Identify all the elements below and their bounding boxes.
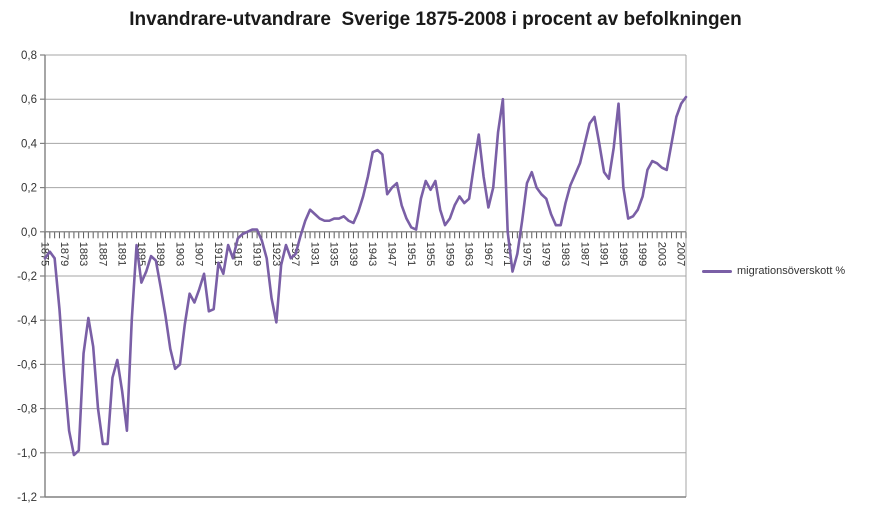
legend: migrationsöverskott % — [702, 265, 845, 277]
y-axis-label: 0,0 — [21, 227, 37, 239]
x-axis-label: 2003 — [655, 242, 667, 266]
x-axis-label: 1955 — [424, 242, 436, 266]
x-axis-label: 1923 — [270, 242, 282, 266]
x-axis-label: 1939 — [347, 242, 359, 266]
y-axis-label: -0,6 — [17, 359, 37, 371]
x-axis-label: 1947 — [386, 242, 398, 266]
y-axis-label: -0,2 — [17, 271, 37, 283]
x-axis-label: 1963 — [463, 242, 475, 266]
x-axis-label: 1951 — [405, 242, 417, 266]
x-axis-label: 1883 — [77, 242, 89, 266]
chart-title: Invandrare-utvandrare Sverige 1875-2008 … — [129, 9, 742, 30]
y-axis-label: 0,2 — [21, 183, 37, 195]
y-axis-label: -0,4 — [17, 315, 37, 327]
y-axis-label: 0,4 — [21, 138, 38, 150]
x-axis-label: 1931 — [308, 242, 320, 266]
x-axis-label: 1911 — [212, 242, 224, 266]
x-axis-label: 1903 — [173, 242, 185, 266]
x-axis-label: 1875 — [39, 242, 51, 266]
legend-line-swatch — [702, 269, 732, 273]
y-axis-label: -0,8 — [17, 404, 37, 416]
y-axis-label: 0,8 — [21, 50, 37, 62]
x-axis-label: 1899 — [154, 242, 166, 266]
data-line-migrationsoverskott — [43, 95, 688, 457]
x-axis-label: 1959 — [443, 242, 455, 266]
x-axis-label: 1919 — [251, 242, 263, 266]
x-axis-label: 1979 — [540, 242, 552, 266]
x-axis-label: 1995 — [617, 242, 629, 266]
x-axis-label: 2007 — [675, 242, 687, 266]
x-axis-label: 1943 — [366, 242, 378, 266]
legend-series-label: migrationsöverskott % — [737, 265, 846, 277]
y-axis-label: 0,6 — [21, 94, 37, 106]
x-axis-label: 1879 — [58, 242, 70, 266]
y-axis-label: -1,2 — [17, 492, 37, 504]
x-axis-label: 1935 — [328, 242, 340, 266]
x-axis-label: 1987 — [578, 242, 590, 266]
x-axis-label: 1999 — [636, 242, 648, 266]
x-axis-label: 1991 — [598, 242, 610, 266]
x-axis-label: 1887 — [96, 242, 108, 266]
x-axis-label: 1983 — [559, 242, 571, 266]
x-axis-label: 1975 — [520, 242, 532, 266]
x-axis-label: 1907 — [193, 242, 205, 266]
x-axis-label: 1967 — [482, 242, 494, 266]
x-axis-label: 1891 — [116, 242, 128, 266]
y-axis-label: -1,0 — [17, 448, 37, 460]
